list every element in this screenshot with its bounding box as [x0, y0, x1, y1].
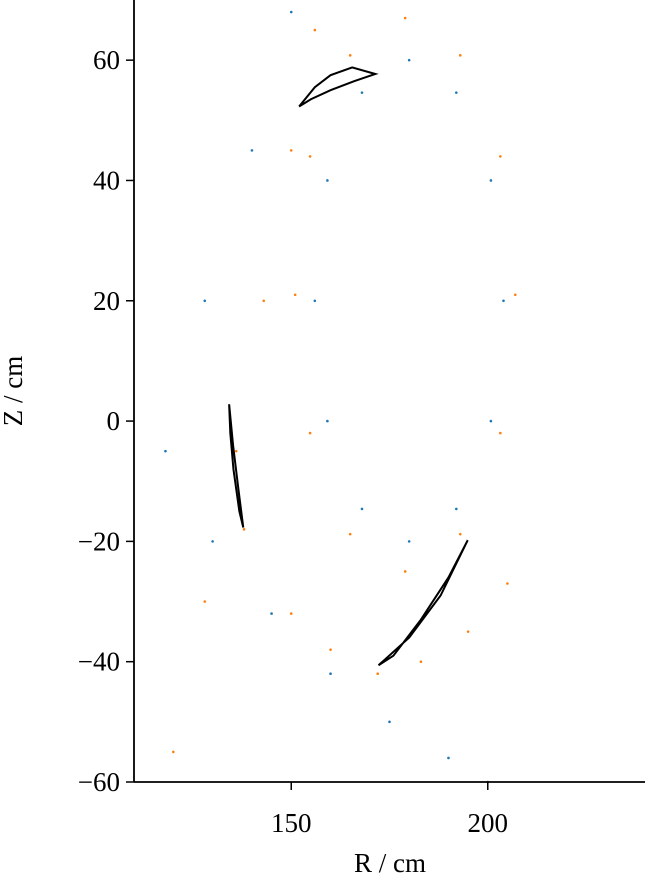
scatter-point: [234, 449, 238, 453]
scatter-point: [489, 179, 493, 182]
scatter-point: [360, 507, 364, 511]
scatter-point: [250, 149, 254, 152]
y-axis-label: Z / cm: [0, 356, 28, 426]
scatter-point: [499, 155, 502, 158]
scatter-point: [506, 582, 509, 585]
scatter-point: [458, 54, 462, 57]
scatter-point: [164, 449, 167, 453]
scatter-point: [466, 630, 470, 633]
scatter-point: [211, 540, 214, 543]
scatter-point: [447, 756, 450, 760]
scatter-point: [203, 299, 207, 303]
scatter-point: [329, 648, 332, 651]
y-tick-label: −20: [78, 526, 120, 556]
scatter-point: [499, 431, 502, 435]
scatter-point: [489, 419, 493, 423]
scatter-point: [407, 58, 411, 62]
scatter-point: [348, 532, 352, 536]
y-tick-label: 60: [93, 45, 120, 75]
x-tick-label: 150: [271, 808, 312, 838]
scatter-point: [308, 431, 312, 435]
crescent-line: [377, 539, 469, 667]
scatter-point: [419, 660, 423, 663]
scatter-point: [326, 419, 329, 423]
scatter-point: [403, 16, 407, 20]
scatter-point: [289, 612, 293, 615]
scatter-point: [513, 293, 517, 297]
scatter-point: [376, 672, 380, 676]
scatter-point: [313, 28, 317, 32]
scatter-point: [289, 10, 293, 14]
scatter-point: [289, 149, 293, 152]
crescent-line: [298, 66, 379, 108]
scatter-point: [388, 720, 391, 724]
scatter-point: [360, 91, 364, 94]
scatter-point: [308, 155, 312, 158]
y-tick-label: 40: [93, 165, 120, 195]
scatter-point: [455, 91, 458, 94]
scatter-point: [407, 540, 411, 543]
y-tick-label: 20: [93, 286, 120, 316]
scatter-point: [313, 299, 317, 303]
scatter-point: [242, 528, 246, 531]
scatter-point: [203, 600, 207, 603]
scatter-point: [293, 293, 297, 297]
scatter-point: [403, 570, 407, 573]
x-axis-label: R / cm: [354, 848, 426, 878]
y-tick-label: 0: [107, 406, 121, 436]
scatter-point: [348, 54, 352, 57]
crescent-line: [228, 404, 245, 528]
scatter-point: [502, 299, 505, 303]
y-tick-label: −40: [78, 647, 120, 677]
scatter-point: [326, 179, 329, 182]
scatter-point: [458, 532, 462, 536]
scatter-point: [329, 672, 332, 676]
scatter-point: [270, 612, 273, 615]
scatter-point: [172, 750, 175, 754]
scatter-point: [262, 299, 266, 303]
x-tick-label: 200: [468, 808, 509, 838]
scatter-point: [455, 507, 458, 511]
y-tick-label: −60: [78, 767, 120, 797]
